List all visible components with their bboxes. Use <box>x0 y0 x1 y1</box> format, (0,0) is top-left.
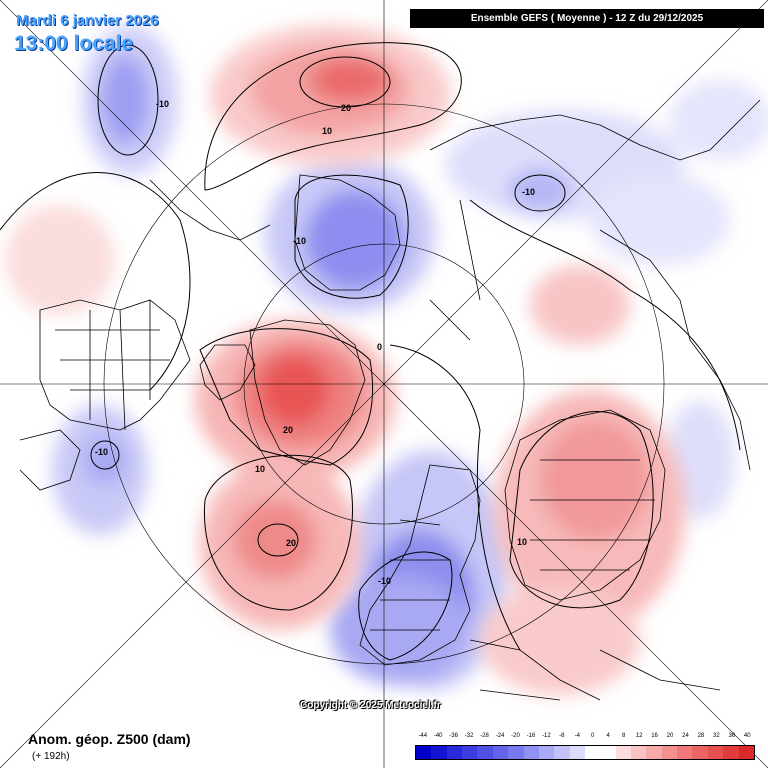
contour-label: 20 <box>283 425 293 435</box>
legend-tick-label: 4 <box>606 733 610 739</box>
legend-swatch <box>569 746 585 759</box>
legend-tick-label: 12 <box>635 733 643 739</box>
contour-lines <box>0 42 741 661</box>
legend-swatch <box>416 746 432 759</box>
contour-label: -10 <box>522 187 535 197</box>
legend-swatch <box>477 746 493 759</box>
contour-label: 10 <box>517 537 527 547</box>
contour-label: 20 <box>341 103 351 113</box>
contour-label: -10 <box>293 236 306 246</box>
legend-tick-label: 16 <box>651 733 658 739</box>
legend-tick-label: 36 <box>728 733 736 739</box>
copyright-notice: Copyright © 2025 Meteociel.fr <box>300 700 441 711</box>
legend-tick-label: 40 <box>743 733 751 739</box>
anomaly-shading <box>5 25 768 695</box>
contour-label: 0 <box>377 342 382 352</box>
forecast-date: Mardi 6 janvier 2026 <box>16 12 159 29</box>
legend-tick-label: -8 <box>559 733 565 739</box>
coastlines <box>19 99 761 701</box>
contour-label: 10 <box>255 464 265 474</box>
legend-swatch <box>677 746 693 759</box>
legend-tick-label: -20 <box>511 733 520 739</box>
legend-tick-label: 20 <box>666 733 674 739</box>
legend-swatch <box>462 746 478 759</box>
contour-label: -10 <box>156 99 169 109</box>
legend-swatch <box>538 746 555 759</box>
legend-swatch <box>508 746 524 759</box>
forecast-local-time: 13:00 locale <box>14 32 134 55</box>
contour-label: -10 <box>95 447 108 457</box>
legend-swatch <box>723 746 739 759</box>
legend-swatch <box>615 746 632 759</box>
legend-swatch <box>600 746 616 759</box>
legend-swatch <box>492 746 509 759</box>
legend-ticks: -44 -40 -36 -32 -28 -24 -20 -16 -12 -8 -4 0 4 8 12 16 20… <box>415 733 755 745</box>
legend-swatch <box>738 746 754 759</box>
legend-swatch <box>646 746 662 759</box>
legend-tick-label: -28 <box>480 733 489 739</box>
contour-label: -10 <box>378 576 391 586</box>
legend-swatch <box>692 746 708 759</box>
legend-swatch <box>446 746 463 759</box>
legend-tick-label: 24 <box>682 733 689 739</box>
legend-tick-label: 8 <box>621 733 626 739</box>
legend-swatch <box>631 746 647 759</box>
legend-swatch <box>554 746 570 759</box>
legend-swatch <box>707 746 724 759</box>
lead-time: (+ 192h) <box>32 751 70 762</box>
contour-label-layer: -10 20 10 -10 -10 0 20 10 -10 20 -10 10 <box>95 99 535 586</box>
legend-tick-label: -24 <box>495 733 505 739</box>
legend-tick-label: 0 <box>591 733 595 739</box>
legend-tick-label: -16 <box>526 733 536 739</box>
contour-label: 10 <box>322 126 332 136</box>
legend-tick-label: 32 <box>713 733 720 739</box>
legend-tick-label: -40 <box>433 733 443 739</box>
legend-bar <box>415 745 755 760</box>
legend-tick-label: -4 <box>574 733 580 739</box>
legend-swatch <box>584 746 601 759</box>
field-label: Anom. géop. Z500 (dam) <box>28 731 191 747</box>
model-run-info: Ensemble GEFS ( Moyenne ) - 12 Z du 29/1… <box>410 9 764 28</box>
legend-swatch <box>523 746 539 759</box>
legend-swatch <box>661 746 678 759</box>
contour-label: 20 <box>286 538 296 548</box>
legend-tick-label: 28 <box>697 733 705 739</box>
legend-tick-label: -32 <box>464 733 474 739</box>
legend-swatch <box>431 746 447 759</box>
legend-tick-label: -12 <box>542 733 551 739</box>
legend-tick-label: -36 <box>449 733 458 739</box>
legend-tick-label: -44 <box>418 733 428 739</box>
color-legend: -44 -40 -36 -32 -28 -24 -20 -16 -12 -8 -4 0 4 8 12 16 20… <box>415 733 755 763</box>
